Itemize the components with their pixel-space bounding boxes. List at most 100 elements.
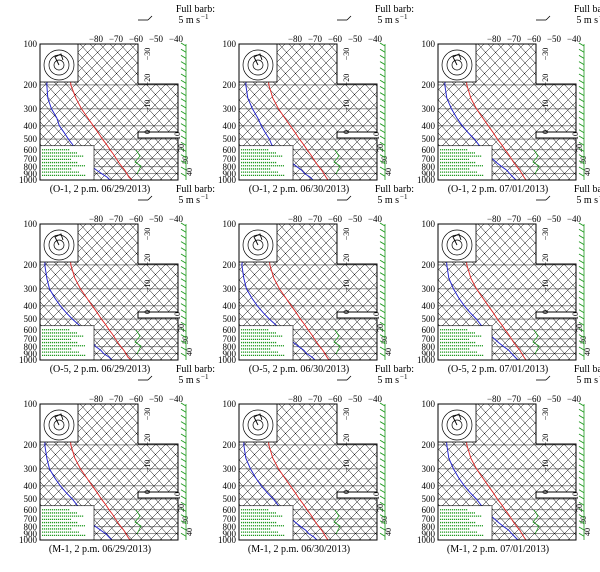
wind-barb (180, 284, 187, 289)
isotherm-line (40, 44, 147, 180)
wind-barb (578, 464, 585, 469)
wind-barb (180, 247, 187, 252)
pressure-label: 400 (422, 301, 436, 311)
wind-barb (379, 321, 386, 326)
temperature-profile (69, 404, 131, 540)
isotherm-line (40, 224, 137, 360)
pressure-label: 1000 (218, 355, 237, 365)
adiabat-line (497, 44, 576, 180)
temperature-label: −50 (149, 214, 164, 224)
wind-barb (379, 67, 386, 72)
wind-barb (180, 235, 187, 239)
wind-barb (180, 520, 187, 525)
wind-barb (180, 477, 187, 481)
full-barb-title: Full barb: (375, 184, 414, 195)
wind-barb (180, 135, 187, 140)
adiabat-line (109, 44, 178, 180)
isotherm-line (139, 224, 178, 360)
temperature-label: −80 (288, 394, 303, 404)
isotherm-line (40, 224, 117, 360)
full-barb-sample-tick (346, 195, 352, 201)
full-barb-sample-tick (147, 375, 153, 381)
adiabat-line (99, 224, 178, 360)
side-temperature-label: 10 (173, 492, 182, 500)
pressure-label: 500 (24, 314, 38, 324)
pressure-label: 500 (422, 134, 436, 144)
wind-barb (180, 501, 187, 506)
isotherm-line (239, 404, 306, 540)
full-barb-title: Full barb: (574, 364, 600, 375)
hodograph-ring (451, 419, 463, 431)
isotherm-line (0, 404, 26, 540)
isotherm-line (288, 404, 377, 540)
adiabat-line (40, 44, 123, 180)
hodograph-ring (43, 49, 75, 81)
isotherm-line (547, 404, 576, 540)
isotherm-line (438, 44, 545, 180)
adiabat-line (457, 404, 576, 540)
panel-caption: (O-5, 2 p.m. 06/29/2013) (50, 364, 151, 375)
pressure-label: 800 (24, 522, 38, 532)
pressure-label: 600 (24, 505, 38, 515)
pressure-label: 800 (24, 162, 38, 172)
side-temperature-label: 30 (181, 336, 190, 344)
isotherm-line (239, 224, 326, 360)
isotherm-line (119, 404, 178, 540)
pressure-label: 900 (422, 169, 436, 179)
wind-barb (180, 415, 187, 419)
isotherm-line (438, 404, 535, 540)
isotherm-line (517, 404, 576, 540)
adiabat-line (258, 224, 377, 360)
dewpoint-profile (245, 44, 314, 180)
wind-barb (379, 241, 386, 245)
pressure-label: 300 (223, 464, 237, 474)
wind-barb (180, 303, 187, 307)
isotherm-line (239, 224, 346, 360)
wind-barb (379, 489, 386, 494)
isotherm-line (239, 44, 306, 180)
wind-barb (180, 433, 187, 438)
wind-barb (180, 297, 187, 301)
isotherm-line (0, 44, 26, 180)
pressure-label: 700 (422, 334, 436, 344)
wind-barb (379, 166, 386, 171)
wind-barb (379, 129, 386, 134)
pressure-label: 800 (223, 162, 237, 172)
wind-barb (379, 253, 386, 258)
wind-barb (578, 266, 585, 270)
full-barb-title: Full barb: (574, 4, 600, 15)
side-temperature-label: −30 (143, 228, 152, 241)
wind-barb (379, 290, 386, 295)
wind-barb (578, 48, 585, 53)
pressure-label: 1000 (19, 355, 38, 365)
side-temperature-label: 10 (173, 132, 182, 140)
side-temperature-label: 40 (583, 528, 592, 536)
adiabat-line (507, 224, 576, 360)
hodograph-trace (54, 413, 64, 426)
wind-barb (180, 309, 187, 314)
side-temperature-label: −30 (541, 408, 550, 421)
side-temperature-label: 40 (583, 348, 592, 356)
side-temperature-label: 30 (380, 336, 389, 344)
wind-barb (379, 526, 386, 531)
side-temperature-label: 20 (376, 504, 385, 512)
side-temperature-label: 40 (185, 528, 194, 536)
full-barb-title: Full barb: (375, 364, 414, 375)
wind-barb (180, 514, 187, 518)
side-temperature-label: 10 (571, 132, 580, 140)
temperature-label: −60 (129, 394, 144, 404)
side-temperature-label: 30 (579, 516, 588, 524)
isotherm-line (278, 224, 377, 360)
wind-barb (180, 129, 187, 134)
full-barb-exponent: −1 (400, 193, 408, 201)
wind-barb (180, 228, 187, 233)
pressure-label: 400 (223, 121, 237, 131)
pressure-label: 300 (422, 284, 436, 294)
isotherm-line (40, 404, 147, 540)
pressure-label: 100 (24, 399, 38, 409)
wind-barb (180, 290, 187, 295)
adiabat-line (99, 404, 178, 540)
adiabat-line (278, 44, 377, 180)
wind-barb (180, 272, 187, 276)
wind-barb (379, 309, 386, 314)
